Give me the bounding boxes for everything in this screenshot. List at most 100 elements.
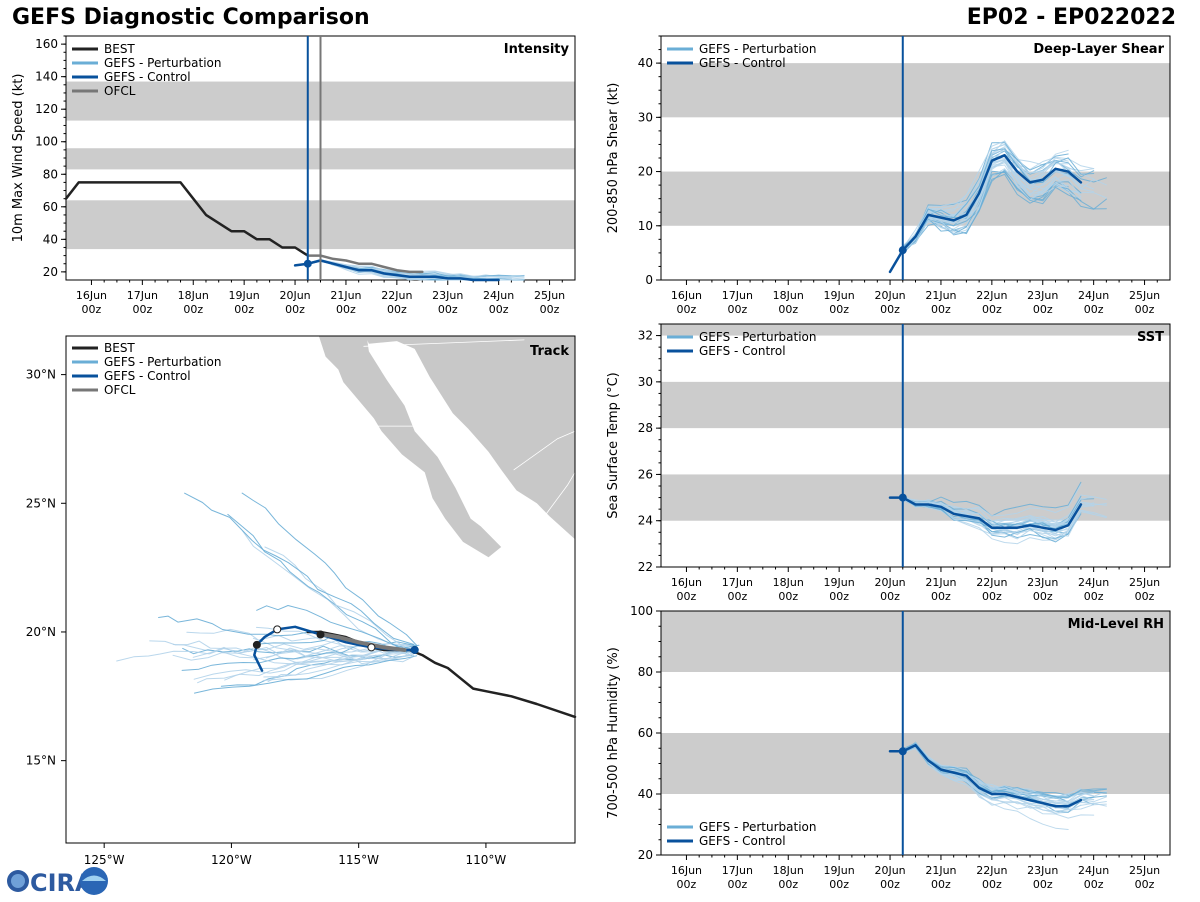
shear-perturbation-line bbox=[902, 146, 1082, 248]
track-perturbation-line bbox=[193, 651, 417, 680]
sst-xtick-label: 00z bbox=[829, 590, 849, 603]
rh-xtick-label: 00z bbox=[982, 878, 1002, 891]
intensity-xtick-label: 18Jun bbox=[178, 289, 209, 302]
shear-perturbation-line bbox=[902, 173, 1082, 255]
track-map-group bbox=[318, 336, 575, 558]
shear-xtick-label: 00z bbox=[931, 303, 951, 316]
rh-xtick-label: 00z bbox=[1084, 878, 1104, 891]
intensity-xtick-label: 17Jun bbox=[127, 289, 158, 302]
intensity-ytick-label: 20 bbox=[43, 265, 58, 279]
intensity-xtick-label: 16Jun bbox=[76, 289, 107, 302]
intensity-xtick-label: 00z bbox=[82, 303, 102, 316]
intensity-xtick-label: 00z bbox=[132, 303, 152, 316]
sst-xtick-label: 20Jun bbox=[874, 576, 905, 589]
rh-xtick-label: 00z bbox=[1033, 878, 1053, 891]
sst-xtick-label: 23Jun bbox=[1027, 576, 1058, 589]
track-control-point bbox=[367, 643, 376, 652]
track-init-point bbox=[410, 645, 419, 654]
track-ytick-label: 20°N bbox=[26, 625, 56, 639]
intensity-panel-title: Intensity bbox=[504, 42, 570, 57]
intensity-xtick-label: 00z bbox=[489, 303, 509, 316]
intensity-xtick-label: 00z bbox=[387, 303, 407, 316]
track-control-point bbox=[273, 625, 282, 634]
intensity-ylabel: 10m Max Wind Speed (kt) bbox=[11, 74, 26, 243]
intensity-legend-label: GEFS - Perturbation bbox=[104, 56, 221, 70]
sst-xtick-label: 22Jun bbox=[976, 576, 1007, 589]
rh-xtick-label: 25Jun bbox=[1129, 864, 1160, 877]
intensity-xtick-label: 00z bbox=[438, 303, 458, 316]
intensity-xtick-label: 00z bbox=[336, 303, 356, 316]
cira-logo: CIRA bbox=[4, 864, 108, 898]
sst-xtick-label: 00z bbox=[880, 590, 900, 603]
track-xtick-label: 125°W bbox=[84, 853, 125, 867]
shear-xtick-label: 16Jun bbox=[671, 289, 702, 302]
rh-xtick-label: 00z bbox=[778, 878, 798, 891]
intensity-xtick-label: 00z bbox=[285, 303, 305, 316]
shear-band bbox=[661, 171, 1170, 226]
sst-perturbation-line bbox=[902, 483, 1082, 517]
shear-xtick-label: 23Jun bbox=[1027, 289, 1058, 302]
shear-xtick-label: 24Jun bbox=[1078, 289, 1109, 302]
rh-xtick-label: 19Jun bbox=[824, 864, 855, 877]
sst-ytick-label: 30 bbox=[638, 375, 653, 389]
state-border-line bbox=[544, 471, 576, 517]
intensity-xtick-label: 00z bbox=[540, 303, 560, 316]
shear-legend-label: GEFS - Perturbation bbox=[699, 42, 816, 56]
track-perturbation-line bbox=[158, 615, 414, 653]
mainland-land bbox=[365, 336, 575, 540]
shear-xtick-label: 00z bbox=[727, 303, 747, 316]
intensity-ytick-label: 100 bbox=[35, 135, 58, 149]
rh-ytick-label: 100 bbox=[630, 604, 653, 618]
track-legend-label: OFCL bbox=[104, 383, 136, 397]
shear-xtick-label: 00z bbox=[1033, 303, 1053, 316]
track-legend-label: GEFS - Perturbation bbox=[104, 355, 221, 369]
shear-ylabel: 200-850 hPa Shear (kt) bbox=[606, 83, 621, 234]
intensity-ytick-label: 140 bbox=[35, 70, 58, 84]
rh-ytick-label: 60 bbox=[638, 726, 653, 740]
shear-ytick-label: 0 bbox=[645, 273, 653, 287]
sst-xtick-label: 18Jun bbox=[773, 576, 804, 589]
shear-xtick-label: 00z bbox=[982, 303, 1002, 316]
rh-ytick-label: 80 bbox=[638, 665, 653, 679]
intensity-legend-label: OFCL bbox=[104, 84, 136, 98]
baja-peninsula-land bbox=[318, 336, 502, 558]
intensity-xtick-label: 22Jun bbox=[381, 289, 412, 302]
shear-xtick-label: 25Jun bbox=[1129, 289, 1160, 302]
sst-xtick-label: 17Jun bbox=[722, 576, 753, 589]
intensity-ytick-label: 60 bbox=[43, 200, 58, 214]
intensity-xtick-label: 25Jun bbox=[534, 289, 565, 302]
shear-xtick-label: 00z bbox=[880, 303, 900, 316]
track-panel-title: Track bbox=[530, 344, 569, 359]
track-perturbation-line bbox=[224, 655, 411, 681]
track-ytick-label: 30°N bbox=[26, 368, 56, 382]
sst-xtick-label: 24Jun bbox=[1078, 576, 1109, 589]
track-xtick-label: 115°W bbox=[338, 853, 379, 867]
storm-id-title: EP02 - EP022022 bbox=[966, 5, 1176, 30]
sst-perturbation-line bbox=[902, 496, 1069, 531]
shear-xtick-label: 17Jun bbox=[722, 289, 753, 302]
sst-control-line bbox=[888, 496, 1083, 532]
shear-perturbation-line bbox=[902, 148, 1095, 251]
rh-panel-title: Mid-Level RH bbox=[1068, 617, 1164, 632]
track-axes-frame bbox=[65, 335, 576, 844]
sst-xtick-label: 00z bbox=[1033, 590, 1053, 603]
sst-ytick-label: 26 bbox=[638, 467, 653, 481]
track-legend-label: GEFS - Control bbox=[104, 369, 191, 383]
sst-band bbox=[661, 324, 1170, 336]
rh-xtick-label: 16Jun bbox=[671, 864, 702, 877]
sst-xtick-label: 21Jun bbox=[925, 576, 956, 589]
shear-xtick-label: 18Jun bbox=[773, 289, 804, 302]
shear-band bbox=[661, 63, 1170, 118]
rh-xtick-label: 00z bbox=[931, 878, 951, 891]
sst-ytick-label: 24 bbox=[638, 514, 653, 528]
rh-ylabel: 700-500 hPa Humidity (%) bbox=[606, 647, 621, 819]
rh-xtick-label: 23Jun bbox=[1027, 864, 1058, 877]
sst-ylabel: Sea Surface Temp (°C) bbox=[606, 372, 621, 519]
rh-xtick-label: 17Jun bbox=[722, 864, 753, 877]
track-ofcl-line bbox=[321, 632, 407, 652]
sst-xtick-label: 16Jun bbox=[671, 576, 702, 589]
rh-xtick-label: 00z bbox=[727, 878, 747, 891]
sst-xtick-label: 00z bbox=[1135, 590, 1155, 603]
rh-xtick-label: 21Jun bbox=[925, 864, 956, 877]
track-xtick-label: 120°W bbox=[211, 853, 252, 867]
